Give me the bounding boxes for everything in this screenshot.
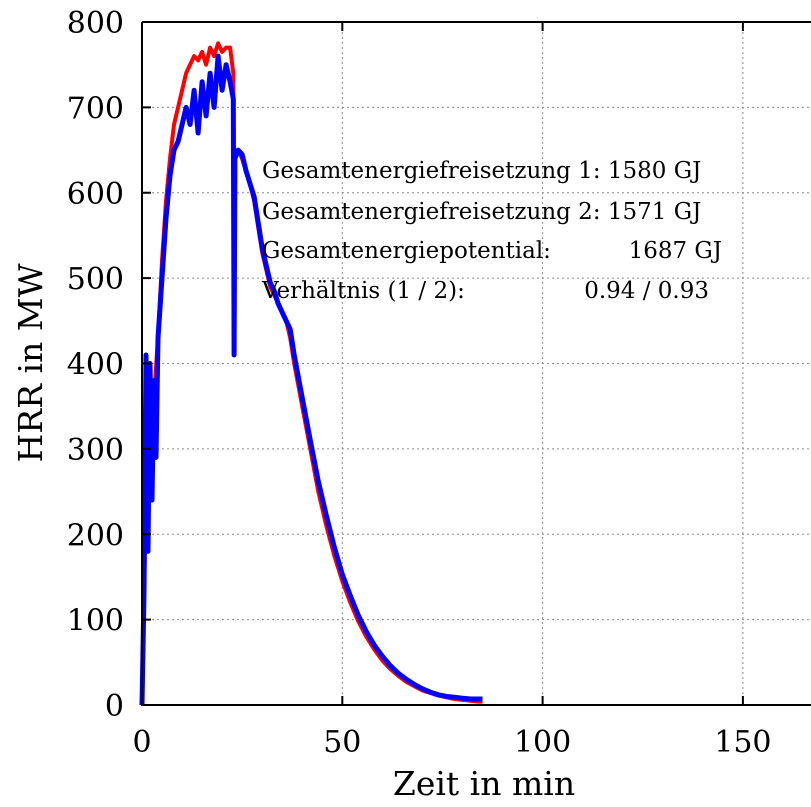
y-tick-label: 0 <box>105 689 124 724</box>
annotation-energy-potential-value: 1687 GJ <box>629 238 722 264</box>
series-line-1 <box>140 41 483 706</box>
annotation-ratio-value: 0.94 / 0.93 <box>584 278 709 304</box>
y-tick-label: 800 <box>67 6 124 41</box>
x-tick-label: 100 <box>514 725 571 760</box>
annotation-ratio-label: Verhältnis (1 / 2): <box>261 278 465 304</box>
y-tick-label: 600 <box>67 177 124 212</box>
y-tick-label: 100 <box>67 604 124 639</box>
y-tick-label: 200 <box>67 518 124 553</box>
y-axis-label: HRR in MW <box>11 263 50 462</box>
ticks: 0 50 100 150 0 100 200 300 400 500 600 700 800 <box>67 6 772 760</box>
annotation-energy-potential-label: Gesamtenergiepotential: <box>262 238 551 264</box>
annotation-energy-release-2: Gesamtenergiefreisetzung 2: 1571 GJ <box>262 199 701 225</box>
x-tick-label: 0 <box>132 725 151 760</box>
x-axis-label: Zeit in min <box>393 764 575 803</box>
annotation-energy-release-1: Gesamtenergiefreisetzung 1: 1580 GJ <box>262 158 701 184</box>
annotations: Gesamtenergiefreisetzung 1: 1580 GJ Gesa… <box>261 158 722 304</box>
x-tick-label: 150 <box>714 725 771 760</box>
series-line-2 <box>139 53 483 706</box>
series-group <box>139 41 483 706</box>
y-tick-label: 500 <box>67 262 124 297</box>
grid <box>142 22 811 705</box>
y-tick-label: 400 <box>67 348 124 383</box>
y-tick-label: 300 <box>67 433 124 468</box>
x-tick-label: 50 <box>323 725 361 760</box>
y-tick-label: 700 <box>67 91 124 126</box>
